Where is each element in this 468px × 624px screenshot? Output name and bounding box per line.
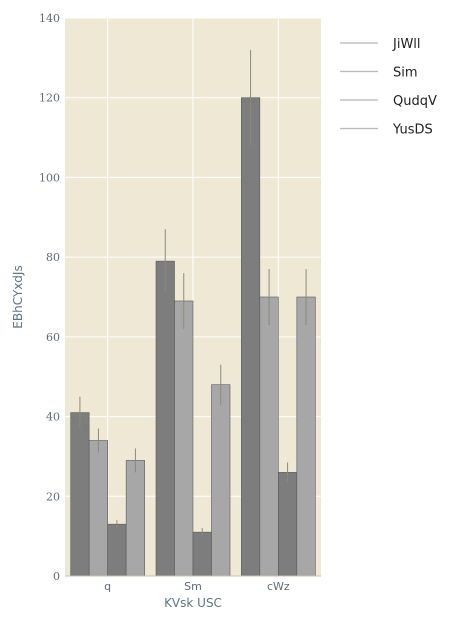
bar: [211, 384, 231, 577]
x-tick-label: Sm: [184, 580, 202, 593]
y-tick-label: 20: [46, 490, 60, 503]
bar: [259, 296, 279, 577]
error-bars: [79, 49, 307, 537]
bar: [107, 523, 127, 577]
bar: [296, 296, 316, 577]
y-tick-label: 60: [46, 331, 60, 344]
bar: [174, 300, 194, 577]
y-tick-label: 140: [39, 12, 60, 25]
bar: [88, 440, 108, 577]
y-tick-label: 80: [46, 251, 60, 264]
y-axis-ticks: 0 20 40 60 80 100 120 140: [39, 12, 60, 583]
bar: [70, 412, 90, 577]
x-tick-label: q: [104, 580, 111, 593]
legend-label: JiWll: [392, 37, 421, 52]
y-tick-label: 120: [39, 92, 60, 105]
y-tick-label: 100: [39, 171, 60, 184]
bar: [125, 460, 145, 577]
legend-label: YusDS: [392, 123, 433, 138]
bar: [155, 260, 175, 577]
bar: [192, 531, 212, 577]
bar: [278, 472, 298, 577]
legend: JiWll Sim QudqV YusDS: [340, 37, 437, 138]
y-axis-label: EBhCYxdJs: [11, 265, 25, 328]
x-axis-label: KVsk USC: [164, 596, 222, 610]
legend-label: QudqV: [393, 94, 437, 109]
bar: [241, 97, 261, 577]
legend-label: Sim: [393, 66, 418, 81]
x-axis-ticks: q Sm cWz: [104, 580, 290, 593]
x-tick-label: cWz: [267, 580, 290, 593]
y-tick-label: 40: [46, 411, 60, 424]
y-tick-label: 0: [53, 570, 60, 583]
bars: [70, 97, 316, 577]
